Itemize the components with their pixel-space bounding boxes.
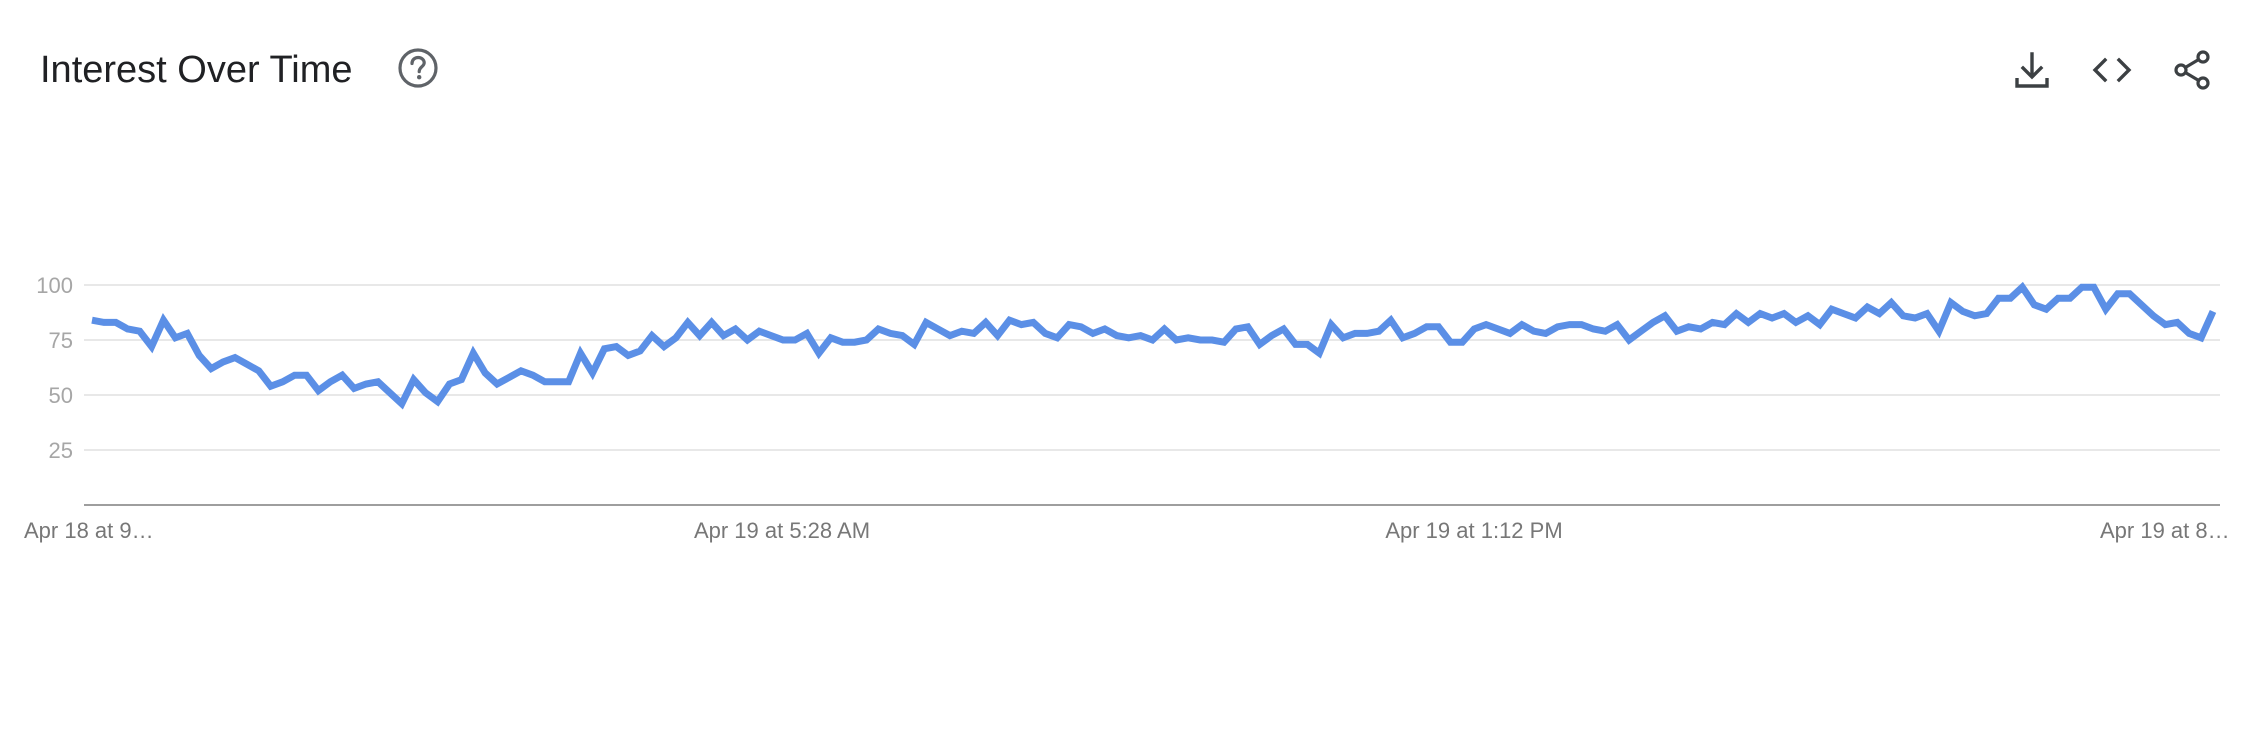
y-tick-label: 100 (36, 273, 73, 298)
share-button[interactable] (2170, 48, 2214, 92)
x-tick-label: Apr 19 at 1:12 PM (1385, 518, 1562, 543)
code-icon (2092, 57, 2132, 83)
x-tick-label: Apr 18 at 9… (24, 518, 154, 543)
help-circle-icon-graphic (398, 48, 438, 88)
y-axis-ticks: 25 50 75 100 (36, 273, 73, 463)
x-tick-label: Apr 19 at 5:28 AM (694, 518, 870, 543)
help-circle-icon[interactable] (396, 46, 440, 90)
y-tick-label: 50 (49, 383, 73, 408)
download-icon (2015, 52, 2049, 88)
download-button[interactable] (2010, 48, 2054, 92)
share-icon (2174, 50, 2210, 90)
chart-title: Interest Over Time (40, 49, 353, 91)
y-tick-label: 25 (49, 438, 73, 463)
y-tick-label: 75 (49, 328, 73, 353)
embed-button[interactable] (2090, 48, 2134, 92)
chart-header: Interest Over Time (0, 0, 2258, 140)
x-axis-ticks: Apr 18 at 9… Apr 19 at 5:28 AM Apr 19 at 1… (24, 518, 2230, 543)
series-line (91, 281, 2217, 410)
x-tick-label: Apr 19 at 8… (2100, 518, 2230, 543)
